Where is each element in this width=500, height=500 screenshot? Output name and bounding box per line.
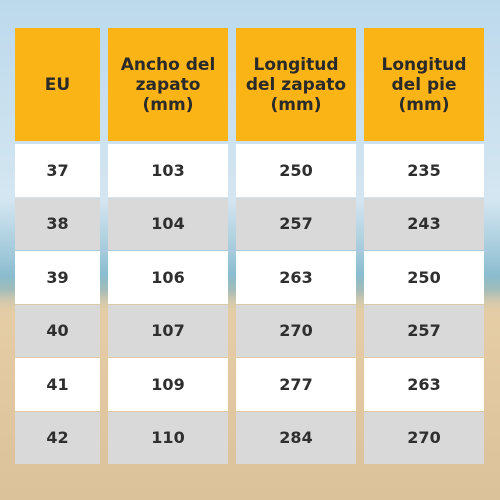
table-cell: 250	[364, 251, 484, 304]
table-cell: 235	[364, 144, 484, 197]
header-cell: Ancho del zapato (mm)	[108, 28, 228, 141]
table-cell: 104	[108, 197, 228, 250]
table-cell: 106	[108, 251, 228, 304]
table-cell: 263	[364, 358, 484, 411]
table-cell: 270	[236, 304, 356, 357]
table-cell: 41	[15, 358, 100, 411]
table-cell: 109	[108, 358, 228, 411]
table-cell: 39	[15, 251, 100, 304]
table-cell: 110	[108, 411, 228, 464]
table-cell: 257	[236, 197, 356, 250]
header-cell: EU	[15, 28, 100, 141]
table-cell: 38	[15, 197, 100, 250]
table-cell: 277	[236, 358, 356, 411]
table-cell: 257	[364, 304, 484, 357]
table-cell: 103	[108, 144, 228, 197]
header-cell: Longitud del pie (mm)	[364, 28, 484, 141]
table-cell: 42	[15, 411, 100, 464]
table-cell: 284	[236, 411, 356, 464]
table-cell: 243	[364, 197, 484, 250]
table-cell: 270	[364, 411, 484, 464]
table-cell: 107	[108, 304, 228, 357]
table-cell: 40	[15, 304, 100, 357]
table-cell: 250	[236, 144, 356, 197]
header-cell: Longitud del zapato (mm)	[236, 28, 356, 141]
table-cell: 263	[236, 251, 356, 304]
table-cell: 37	[15, 144, 100, 197]
